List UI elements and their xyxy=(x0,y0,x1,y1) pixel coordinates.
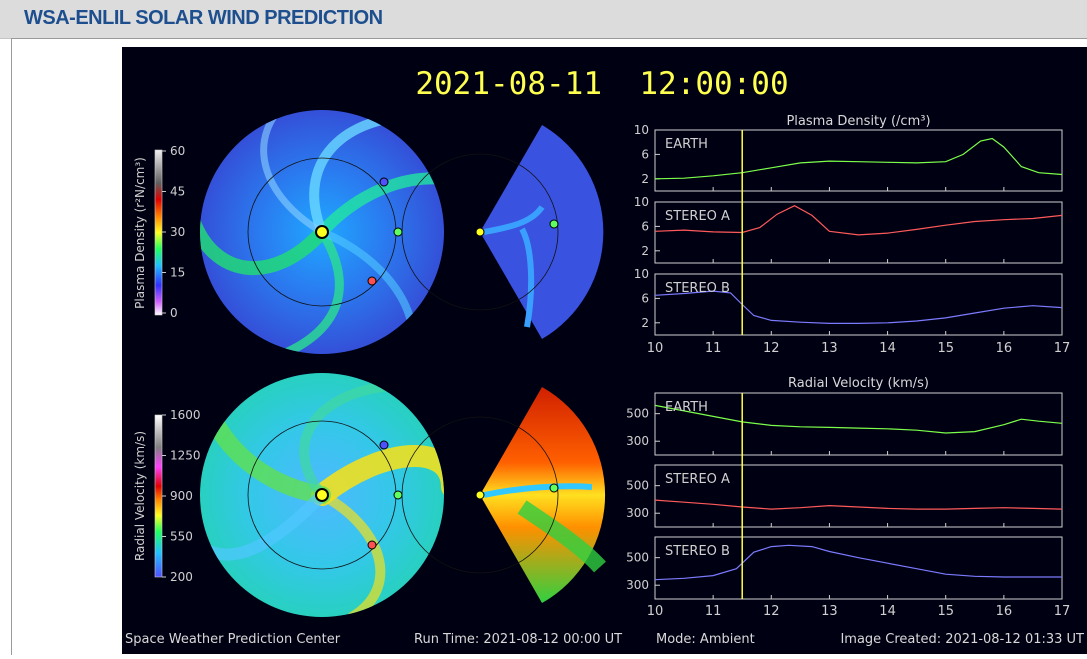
colorbar-tick-label: 15 xyxy=(170,266,185,280)
velocity-colorbar: 1600 1250 900 550 200 Radial Velocity (km/s) xyxy=(133,408,201,584)
x-tick-label: 11 xyxy=(705,341,722,356)
density-ecliptic-map xyxy=(200,110,444,354)
velocity-colorbar-label: Radial Velocity (km/s) xyxy=(133,431,147,561)
x-tick-label: 12 xyxy=(763,341,780,356)
y-tick-label: 10 xyxy=(634,123,649,137)
x-tick-label: 15 xyxy=(937,341,954,356)
page-title: WSA-ENLIL SOLAR WIND PREDICTION xyxy=(24,7,383,29)
colorbar-tick-label: 1600 xyxy=(170,408,201,422)
enlil-plot: 2021-08-11 12:00:00 xyxy=(125,66,1084,647)
colorbar-tick-label: 550 xyxy=(170,530,193,544)
density-meridional-map xyxy=(401,125,604,339)
colorbar-tick-label: 900 xyxy=(170,489,193,503)
panel-label: STEREO B xyxy=(665,544,730,559)
y-tick-label: 300 xyxy=(626,434,649,448)
velocity-ecliptic-map xyxy=(200,373,444,617)
x-tick-label: 17 xyxy=(1054,341,1071,356)
y-tick-label: 300 xyxy=(626,578,649,592)
enlil-image: 2021-08-11 12:00:00 xyxy=(122,47,1087,654)
density-colorbar: 60 45 30 15 0 Plasma Density (r²N/cm³) xyxy=(133,144,185,320)
plot-timestamp: 2021-08-11 12:00:00 xyxy=(415,66,788,102)
y-tick-label: 2 xyxy=(641,172,649,186)
y-tick-label: 10 xyxy=(634,195,649,209)
y-tick-label: 6 xyxy=(641,147,649,161)
footer-run-time: Run Time: 2021-08-12 00:00 UT xyxy=(414,632,622,647)
panel-label: STEREO A xyxy=(665,209,730,224)
x-tick-label: 11 xyxy=(705,604,722,619)
panel-label: STEREO A xyxy=(665,472,730,487)
y-tick-label: 10 xyxy=(634,267,649,281)
panel-frame xyxy=(654,392,1063,456)
x-tick-label: 13 xyxy=(821,604,838,619)
chart-1: Radial Velocity (km/s) 500 300 EARTH 500 300 S… xyxy=(626,376,1070,619)
density-colorbar-label: Plasma Density (r²N/cm³) xyxy=(133,157,147,309)
series-line-stereo-a xyxy=(654,205,1063,236)
time-series-plots: Plasma Density (/cm³) 10 6 2 EARTH 10 6 2 STEREO… xyxy=(626,114,1070,619)
chart-title: Plasma Density (/cm³) xyxy=(786,114,930,129)
colorbar-tick-label: 1250 xyxy=(170,449,201,463)
x-tick-label: 14 xyxy=(879,341,896,356)
panel-frame xyxy=(654,129,1063,192)
series-line-earth xyxy=(654,404,1063,434)
y-tick-label: 6 xyxy=(641,291,649,305)
panel-frame xyxy=(654,464,1063,528)
panel-frame xyxy=(654,273,1063,336)
series-line-stereo-a xyxy=(654,499,1063,510)
panel-earth: 500 300 EARTH xyxy=(626,392,1063,456)
x-tick-label: 10 xyxy=(647,604,664,619)
y-tick-label: 500 xyxy=(626,479,649,493)
x-tick-label: 13 xyxy=(821,341,838,356)
y-tick-label: 500 xyxy=(626,407,649,421)
panel-label: STEREO B xyxy=(665,281,730,296)
panel-label: EARTH xyxy=(665,400,708,415)
chart-title: Radial Velocity (km/s) xyxy=(788,376,929,391)
colorbar-tick-label: 30 xyxy=(170,225,185,239)
series-line-stereo-b xyxy=(654,290,1063,324)
panel-label: EARTH xyxy=(665,137,708,152)
footer-image-created: Image Created: 2021-08-12 01:33 UT xyxy=(840,632,1084,647)
x-tick-label: 16 xyxy=(996,604,1013,619)
panel-frame xyxy=(654,201,1063,264)
footer-mode: Mode: Ambient xyxy=(656,632,755,647)
colorbar-tick-label: 60 xyxy=(170,144,185,158)
x-tick-label: 10 xyxy=(647,341,664,356)
x-tick-label: 15 xyxy=(937,604,954,619)
x-tick-label: 16 xyxy=(996,341,1013,356)
footer-center-name: Space Weather Prediction Center xyxy=(125,632,341,647)
page-header: WSA-ENLIL SOLAR WIND PREDICTION xyxy=(0,0,1087,39)
panel-stereo-b: 500 300 STEREO B xyxy=(626,536,1063,600)
series-line-stereo-b xyxy=(654,544,1062,581)
y-tick-label: 300 xyxy=(626,506,649,520)
velocity-meridional-map xyxy=(401,387,606,603)
x-tick-label: 14 xyxy=(879,604,896,619)
y-tick-label: 6 xyxy=(641,219,649,233)
colorbar-tick-label: 0 xyxy=(170,306,178,320)
panel-stereo-a: 10 6 2 STEREO A xyxy=(634,195,1063,264)
x-tick-label: 12 xyxy=(763,604,780,619)
y-tick-label: 500 xyxy=(626,551,649,565)
series-line-earth xyxy=(654,137,1063,180)
colorbar-tick-label: 45 xyxy=(170,185,185,199)
x-tick-label: 17 xyxy=(1054,604,1071,619)
y-tick-label: 2 xyxy=(641,316,649,330)
chart-0: Plasma Density (/cm³) 10 6 2 EARTH 10 6 2 STEREO… xyxy=(634,114,1071,356)
panel-stereo-b: 10 6 2 STEREO B xyxy=(634,267,1063,336)
colorbar-tick-label: 200 xyxy=(170,570,193,584)
panel-stereo-a: 500 300 STEREO A xyxy=(626,464,1063,528)
panel-earth: 10 6 2 EARTH xyxy=(634,123,1063,192)
panel-frame xyxy=(654,536,1063,600)
y-tick-label: 2 xyxy=(641,244,649,258)
